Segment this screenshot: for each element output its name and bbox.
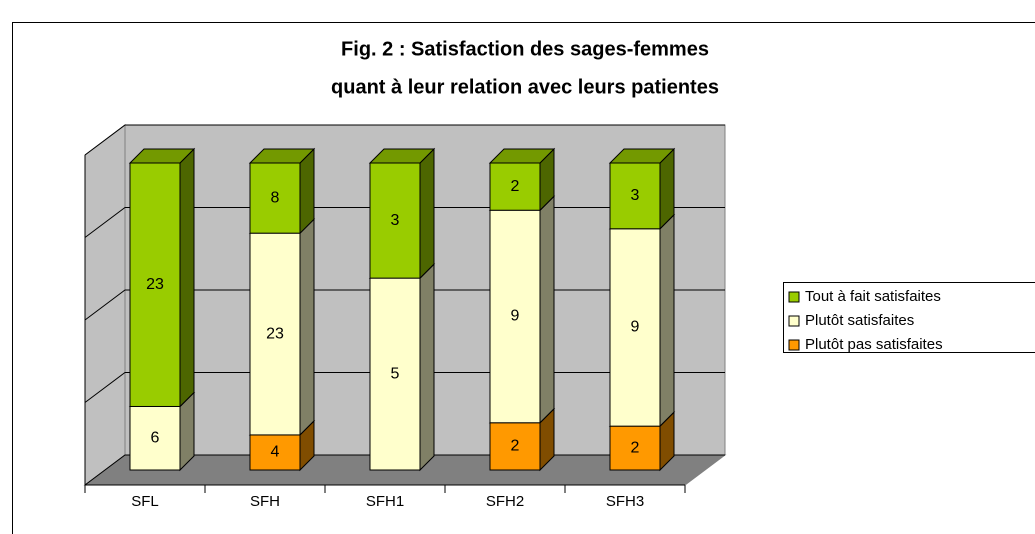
data-label: 8 [271,189,280,206]
bar [249,162,301,234]
data-label: 3 [391,212,400,229]
data-label: 2 [511,178,520,195]
bar [129,162,181,407]
legend-swatch [788,315,800,327]
data-label: 23 [266,325,284,342]
bar-side [659,213,675,428]
bar [249,232,301,436]
grid-line [84,124,725,156]
legend-swatch [788,339,800,351]
x-tick-label: SFH [250,493,280,510]
data-label: 6 [151,429,160,446]
bar [489,422,541,471]
bar [249,434,301,471]
bar-side [419,147,435,280]
bar-side [179,147,195,408]
data-label: 2 [511,438,520,455]
chart-title: quant à leur relation avec leurs patient… [331,76,719,98]
bar [489,162,541,211]
legend-box [783,282,1035,353]
x-tick-label: SFH2 [486,493,524,510]
legend-label: Plutôt satisfaites [805,312,914,329]
data-label: 9 [631,319,640,336]
bar-side [299,147,315,235]
x-tick-label: SFH1 [366,493,404,510]
x-tick-label: SFH3 [606,493,644,510]
bar [609,228,661,427]
bar-side [299,217,315,437]
data-label: 4 [271,444,280,461]
bar [489,209,541,424]
bar [369,277,421,471]
data-label: 2 [631,439,640,456]
legend-label: Plutôt pas satisfaites [805,336,943,353]
bar-side [419,262,435,472]
data-label: 3 [631,187,640,204]
bar [609,425,661,471]
chart-title: Fig. 2 : Satisfaction des sages-femmes [341,38,709,60]
data-label: 9 [511,308,520,325]
legend-swatch [788,291,800,303]
legend-label: Tout à fait satisfaites [805,288,941,305]
x-tick-label: SFL [131,493,159,510]
bar [369,162,421,279]
bar [609,162,661,230]
data-label: 23 [146,276,164,293]
bar-side [539,195,555,424]
data-label: 5 [391,365,400,382]
